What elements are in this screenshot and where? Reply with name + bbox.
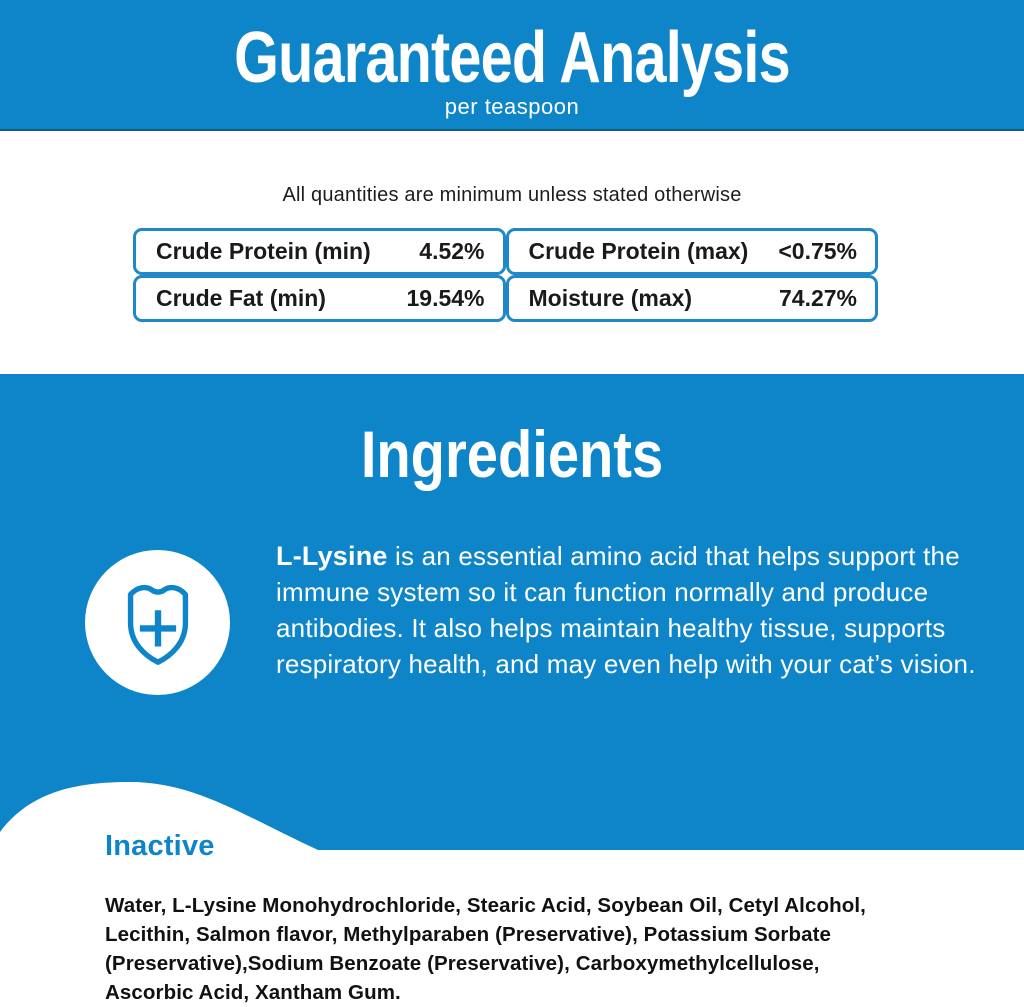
shield-plus-icon: [85, 550, 230, 695]
lysine-description-text: is an essential amino acid that helps su…: [276, 541, 976, 679]
table-cell-moisture-max: Moisture (max) 74.27%: [505, 275, 878, 322]
ingredients-section: Ingredients L-Lysine is an essential ami…: [0, 374, 1024, 850]
page-subtitle: per teaspoon: [444, 94, 580, 119]
cell-label: Crude Protein (min): [156, 238, 371, 264]
page-title: Guaranteed Analysis: [234, 18, 790, 98]
analysis-table: Crude Protein (min) 4.52% Crude Protein …: [133, 228, 878, 322]
inactive-section: Inactive Water, L-Lysine Monohydrochlori…: [0, 830, 1024, 1004]
table-cell-crude-fat-min: Crude Fat (min) 19.54%: [133, 275, 506, 322]
cell-value: 74.27%: [778, 285, 857, 311]
cell-label: Crude Fat (min): [156, 285, 326, 311]
table-cell-crude-protein-min: Crude Protein (min) 4.52%: [133, 228, 506, 275]
lysine-highlight: L-Lysine: [276, 541, 388, 571]
lysine-description: L-Lysine is an essential amino acid that…: [276, 538, 984, 682]
wave-curve-divider: [0, 782, 318, 850]
analysis-section: All quantities are minimum unless stated…: [0, 131, 1024, 374]
header-banner: Guaranteed Analysis per teaspoon: [0, 0, 1024, 131]
inactive-title: Inactive: [105, 830, 215, 862]
ingredients-content-row: L-Lysine is an essential amino acid that…: [0, 541, 1024, 695]
inactive-ingredients-list: Water, L-Lysine Monohydrochloride, Stear…: [105, 894, 866, 1004]
cell-label: Moisture (max): [528, 285, 693, 311]
ingredients-title: Ingredients: [360, 417, 664, 491]
cell-label: Crude Protein (max): [528, 238, 749, 264]
cell-value: 4.52%: [419, 238, 485, 264]
analysis-note: All quantities are minimum unless stated…: [282, 184, 742, 206]
table-cell-crude-protein-max: Crude Protein (max) <0.75%: [505, 228, 878, 275]
cell-value: 19.54%: [406, 285, 485, 311]
cell-value: <0.75%: [778, 238, 857, 264]
